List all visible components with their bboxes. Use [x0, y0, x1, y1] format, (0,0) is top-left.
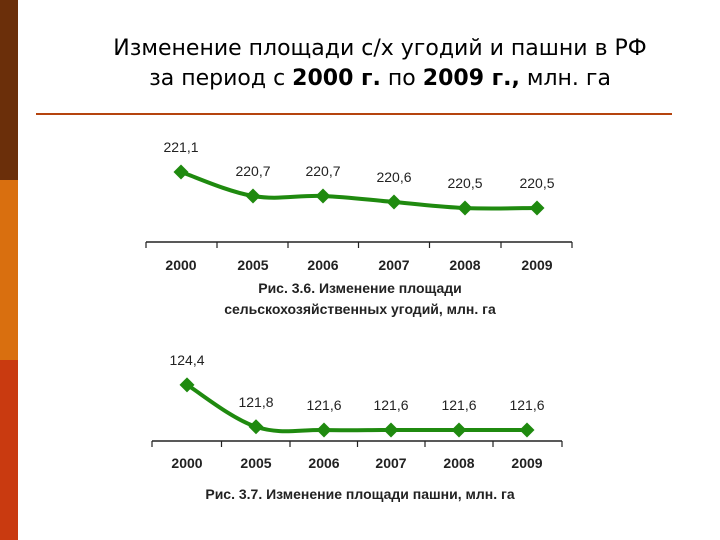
x-tick-label: 2000	[171, 455, 202, 471]
chart-1-caption: Рис. 3.6. Изменение площади сельскохозяй…	[150, 278, 570, 320]
x-tick-label: 2007	[375, 455, 406, 471]
x-tick-label: 2006	[308, 455, 339, 471]
title-part-c: по	[380, 66, 423, 91]
title-part-a: за период с	[149, 66, 293, 91]
data-point-marker	[248, 419, 264, 435]
data-label: 121,6	[441, 397, 476, 413]
data-point-marker	[179, 377, 195, 393]
data-label: 121,6	[306, 397, 341, 413]
data-label: 220,7	[305, 163, 340, 179]
data-point-marker	[386, 194, 402, 210]
data-point-marker	[173, 164, 189, 180]
title-year-start: 2000 г.	[292, 66, 381, 91]
data-label: 124,4	[169, 352, 204, 368]
data-point-marker	[316, 422, 332, 438]
x-tick-label: 2009	[521, 257, 552, 273]
data-label: 220,5	[447, 175, 482, 191]
data-label: 121,6	[373, 397, 408, 413]
title-part-e: млн. га	[519, 66, 611, 91]
x-tick-label: 2008	[449, 257, 480, 273]
x-tick-label: 2005	[237, 257, 268, 273]
data-point-marker	[315, 188, 331, 204]
x-tick-label: 2000	[165, 257, 196, 273]
data-label: 220,5	[519, 175, 554, 191]
data-label: 220,7	[235, 163, 270, 179]
data-point-marker	[383, 422, 399, 438]
x-tick-label: 2009	[511, 455, 542, 471]
x-tick-label: 2008	[443, 455, 474, 471]
series-line	[180, 170, 538, 211]
data-label: 221,1	[163, 139, 198, 155]
decor-bar-top	[0, 0, 18, 180]
decor-bar-bottom	[0, 360, 18, 540]
chart-1-caption-line-2: сельскохозяйственных угодий, млн. га	[224, 301, 496, 317]
data-point-marker	[245, 188, 261, 204]
title-line-1: Изменение площади с/х угодий и пашни в Р…	[113, 36, 647, 61]
slide-title: Изменение площади с/х угодий и пашни в Р…	[60, 34, 700, 94]
x-tick-label: 2007	[378, 257, 409, 273]
chart-2-caption: Рис. 3.7. Изменение площади пашни, млн. …	[205, 486, 515, 502]
title-underline	[36, 113, 672, 115]
data-point-marker	[451, 422, 467, 438]
data-point-marker	[519, 422, 535, 438]
x-tick-label: 2005	[240, 455, 271, 471]
x-tick-label: 2006	[307, 257, 338, 273]
decor-bar-middle	[0, 180, 18, 360]
data-label: 121,6	[509, 397, 544, 413]
data-point-marker	[529, 200, 545, 216]
chart-1-caption-line-1: Рис. 3.6. Изменение площади	[258, 280, 462, 296]
data-label: 121,8	[238, 394, 273, 410]
data-label: 220,6	[376, 169, 411, 185]
title-line-2: за период с 2000 г. по 2009 г., млн. га	[60, 64, 700, 94]
data-point-marker	[457, 200, 473, 216]
title-year-end: 2009 г.,	[422, 66, 520, 91]
